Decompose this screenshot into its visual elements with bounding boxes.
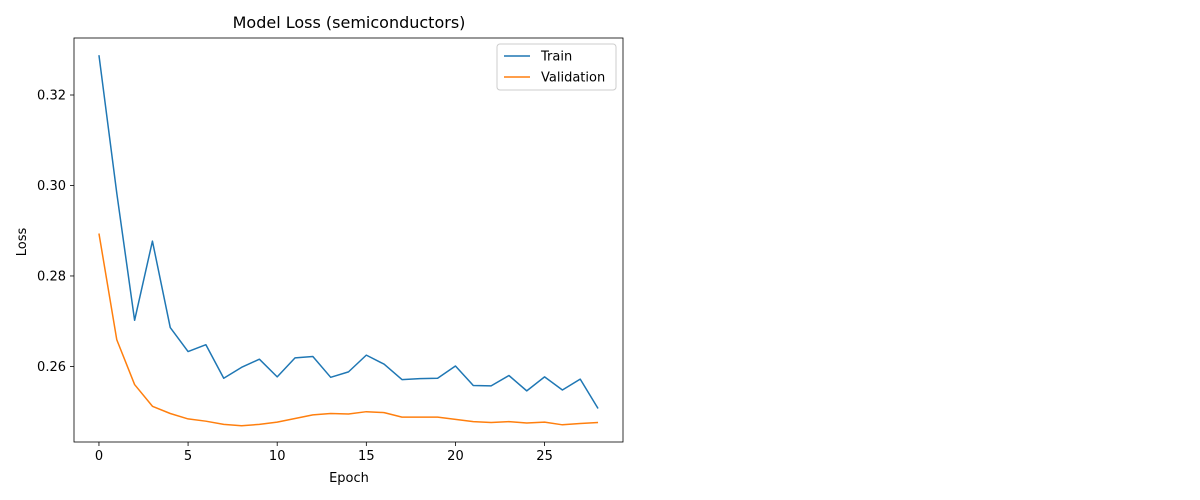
- y-tick-label: 0.28: [37, 269, 66, 284]
- legend-label-validation: Validation: [541, 71, 605, 86]
- axes-frame: [73, 37, 624, 443]
- series-line-train: [98, 55, 599, 409]
- series-line-validation: [98, 233, 599, 427]
- x-tick-label: 5: [184, 449, 192, 464]
- x-tick-label: 10: [269, 449, 286, 464]
- x-tick-label: 20: [447, 449, 464, 464]
- y-tick-label: 0.32: [37, 89, 66, 104]
- x-tick-label: 0: [95, 449, 103, 464]
- x-tick-label: 15: [358, 449, 375, 464]
- chart-title: Model Loss (semiconductors): [233, 13, 466, 32]
- y-axis-label: Loss: [15, 228, 30, 257]
- x-tick-label: 25: [536, 449, 553, 464]
- y-tick-label: 0.26: [37, 360, 66, 375]
- legend-label-train: Train: [540, 50, 572, 65]
- y-tick-label: 0.30: [37, 179, 66, 194]
- x-axis-label: Epoch: [329, 471, 369, 486]
- plot-area: 0 5 10 15 20 25 0.26 0.28 0.30 0.32 Train Validatio…: [37, 37, 624, 464]
